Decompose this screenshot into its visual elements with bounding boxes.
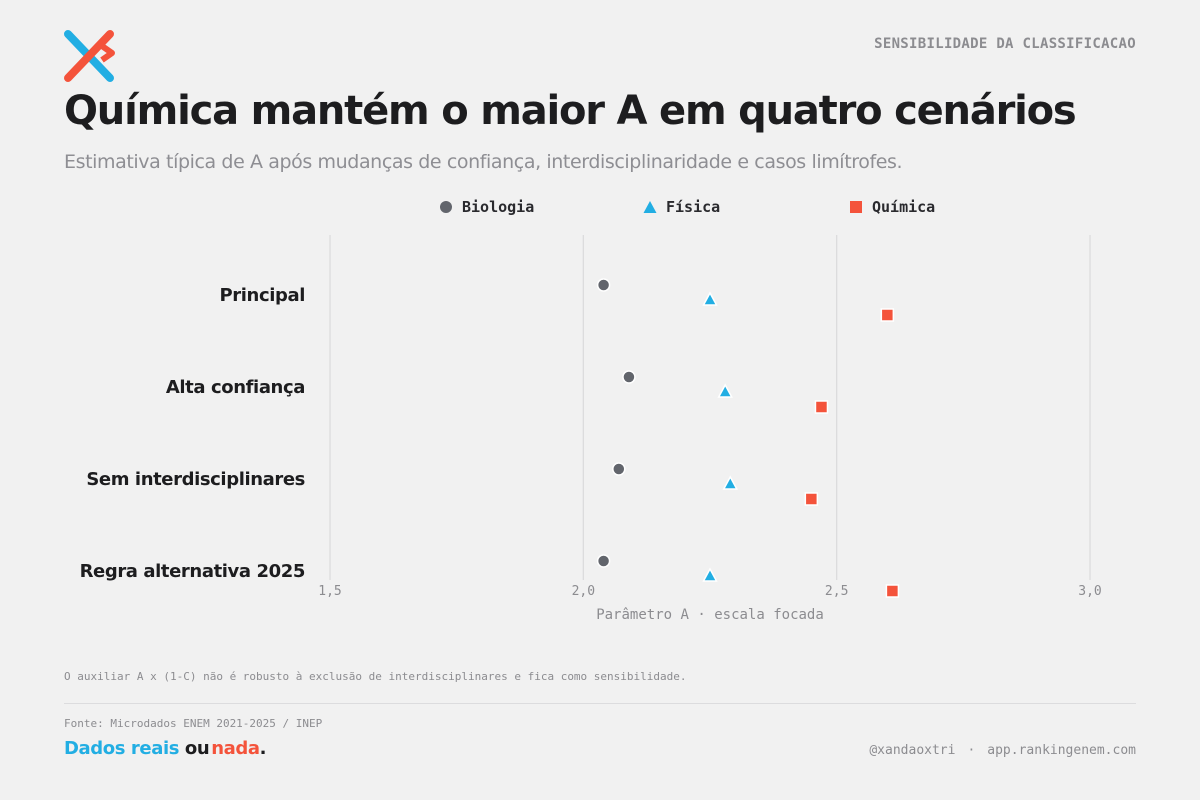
x-logo-icon xyxy=(64,30,115,82)
legend-label: Química xyxy=(872,198,936,216)
category-label: Alta confiança xyxy=(165,377,306,398)
footnote: O auxiliar A x (1-C) não é robusto à exc… xyxy=(64,670,687,683)
legend-item-quimica: Química xyxy=(849,198,935,216)
header-tag: SENSIBILIDADE DA CLASSIFICACAO xyxy=(874,36,1136,52)
legend-item-fisica: Física xyxy=(643,198,720,216)
chart-title: Química mantém o maior A em quatro cenár… xyxy=(64,88,1077,134)
data-point-fisica xyxy=(722,475,739,490)
source-text: Fonte: Microdados ENEM 2021-2025 / INEP xyxy=(64,717,323,730)
category-label: Principal xyxy=(219,285,306,306)
footer-divider xyxy=(64,703,1136,704)
legend-label: Biologia xyxy=(462,198,535,216)
x-tick-label: 1,5 xyxy=(318,584,341,599)
author-handle: @xandaoxtri xyxy=(869,743,956,758)
data-point-biologia xyxy=(612,462,626,476)
slogan-part: Dados reais xyxy=(64,738,180,759)
slogan: Dados reais ou nada. xyxy=(64,738,266,759)
data-point-quimica xyxy=(880,308,895,322)
x-tick-label: 2,0 xyxy=(572,584,595,599)
credits: @xandaoxtri · app.rankingenem.com xyxy=(869,743,1136,758)
site-url: app.rankingenem.com xyxy=(987,743,1136,758)
legend-label: Física xyxy=(666,198,721,216)
data-point-quimica xyxy=(814,400,829,414)
slogan-part: nada xyxy=(211,738,260,759)
data-point-quimica xyxy=(885,584,900,598)
category-label: Regra alternativa 2025 xyxy=(79,561,306,582)
square-marker-icon xyxy=(850,201,862,213)
legend-item-biologia: Biologia xyxy=(439,198,534,216)
x-tick-label: 3,0 xyxy=(1078,584,1101,599)
data-point-biologia xyxy=(596,554,611,568)
credits-separator: · xyxy=(967,743,976,758)
chart-subtitle: Estimativa típica de A após mudanças de … xyxy=(64,151,903,173)
data-point-fisica xyxy=(702,291,718,306)
slogan-part: ou xyxy=(184,738,210,759)
x-axis-title: Parâmetro A · escala focada xyxy=(596,607,824,623)
slogan-part: . xyxy=(259,738,267,759)
data-point-fisica xyxy=(717,383,733,398)
category-label: Sem interdisciplinares xyxy=(86,469,305,490)
data-point-biologia xyxy=(596,278,611,292)
data-point-biologia xyxy=(622,370,636,384)
x-tick-label: 2,5 xyxy=(825,584,848,599)
circle-marker-icon xyxy=(440,201,452,213)
data-point-quimica xyxy=(804,492,819,506)
data-point-fisica xyxy=(702,567,718,582)
triangle-marker-icon xyxy=(643,201,657,213)
